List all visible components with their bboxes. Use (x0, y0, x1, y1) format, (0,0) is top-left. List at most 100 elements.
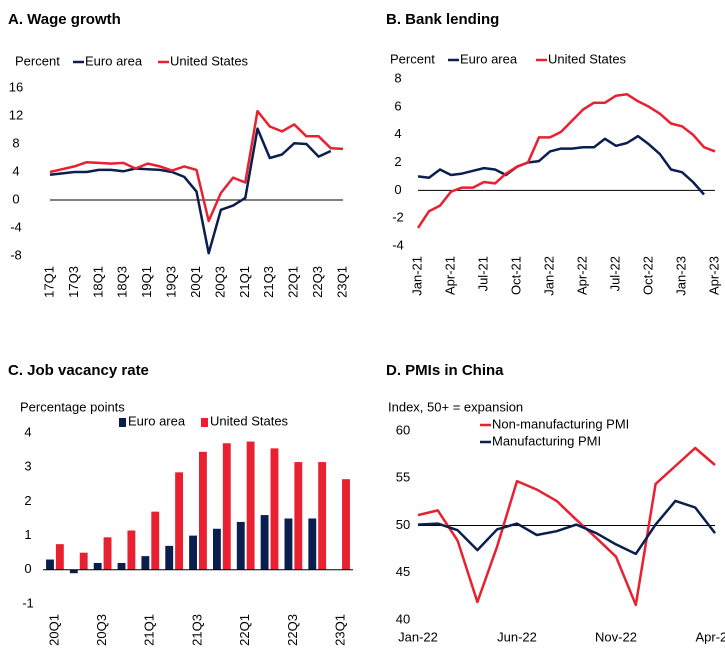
x-tick-label: 21Q1 (237, 266, 252, 298)
x-tick-label: Apr-23 (706, 256, 721, 295)
y-tick-label: 16 (9, 79, 23, 94)
legend-label: Manufacturing PMI (492, 433, 601, 448)
y-tick-label: 40 (396, 611, 410, 626)
axis-label: Percent (390, 51, 435, 66)
bar (127, 530, 136, 570)
y-tick-label: 45 (396, 564, 410, 579)
legend-label: Non-manufacturing PMI (492, 416, 629, 431)
x-tick-label: 22Q1 (286, 266, 301, 298)
x-tick-label: 22Q3 (285, 614, 300, 646)
y-tick-label: 0 (24, 561, 31, 576)
bar (236, 521, 245, 570)
x-tick-label: 20Q1 (46, 614, 61, 646)
x-tick-label: 21Q3 (261, 266, 276, 298)
bar (284, 518, 293, 570)
bar (117, 562, 126, 570)
legend-label: Euro area (460, 51, 518, 66)
y-tick-label: 6 (394, 98, 401, 113)
y-tick-label: -2 (392, 210, 404, 225)
x-tick-label: 18Q3 (115, 266, 130, 298)
y-tick-label: 4 (12, 163, 19, 178)
panel-title: B. Bank lending (386, 11, 499, 28)
x-tick-label: 18Q1 (90, 266, 105, 298)
panel-title: D. PMIs in China (386, 362, 504, 379)
axis-label: Percent (15, 53, 60, 68)
legend-label: United States (210, 413, 289, 428)
bar (93, 562, 102, 570)
x-tick-label: 17Q1 (41, 266, 56, 298)
legend-label: Euro area (128, 413, 186, 428)
bar (212, 528, 221, 570)
bar (308, 518, 317, 570)
legend-swatch (201, 418, 208, 427)
x-tick-label: Jul-22 (607, 256, 622, 291)
y-tick-label: 0 (12, 191, 19, 206)
bar (141, 556, 150, 570)
legend-swatch (119, 418, 126, 427)
series-line (416, 93, 716, 229)
y-tick-label: -4 (10, 219, 22, 234)
x-tick-label: Nov-22 (595, 629, 637, 644)
bar (103, 537, 112, 570)
y-tick-label: 12 (9, 107, 23, 122)
bar (79, 552, 88, 570)
x-tick-label: 22Q1 (237, 614, 252, 646)
x-tick-label: Apr-23 (695, 629, 725, 644)
y-tick-label: 55 (396, 470, 410, 485)
bar (260, 515, 269, 570)
bar (55, 544, 64, 570)
axis-label: Percentage points (20, 399, 125, 414)
bar (199, 451, 207, 570)
panel-title: C. Job vacancy rate (8, 362, 149, 379)
bar (69, 569, 78, 574)
axis-label: Index, 50+ = expansion (388, 399, 523, 414)
x-tick-label: Jan-22 (398, 629, 438, 644)
y-tick-label: 4 (24, 424, 31, 439)
series-line (417, 499, 716, 556)
x-tick-label: 23Q1 (333, 614, 348, 646)
legend-label: Euro area (85, 53, 143, 68)
x-tick-label: 20Q1 (188, 266, 203, 298)
y-tick-label: -1 (22, 595, 34, 610)
x-tick-label: 21Q3 (189, 614, 204, 646)
bar (189, 535, 197, 570)
bar (165, 545, 174, 570)
x-tick-label: 20Q3 (94, 614, 109, 646)
x-tick-label: 21Q1 (142, 614, 157, 646)
x-tick-label: Jan-23 (673, 256, 688, 296)
x-tick-label: 23Q1 (334, 266, 349, 298)
bar (175, 472, 184, 570)
series-line (49, 127, 332, 255)
x-tick-label: Jul-21 (475, 256, 490, 291)
x-tick-label: Jun-22 (497, 629, 537, 644)
y-tick-label: 0 (394, 182, 401, 197)
x-tick-label: Apr-22 (574, 256, 589, 295)
y-tick-label: 8 (12, 135, 19, 150)
y-tick-label: 60 (396, 422, 410, 437)
y-tick-label: -4 (392, 237, 404, 252)
panel-title: A. Wage growth (8, 11, 121, 28)
y-tick-label: 8 (394, 70, 401, 85)
bar (318, 462, 327, 570)
x-tick-label: Jan-21 (409, 256, 424, 296)
y-tick-label: -8 (10, 247, 22, 262)
y-tick-label: 4 (394, 126, 401, 141)
x-tick-label: 19Q3 (164, 266, 179, 298)
x-tick-label: 19Q1 (139, 266, 154, 298)
bar (151, 511, 160, 570)
y-tick-label: 50 (396, 517, 410, 532)
legend-label: United States (548, 51, 627, 66)
y-tick-label: 3 (24, 459, 31, 474)
x-tick-label: 22Q3 (310, 266, 325, 298)
series-line (417, 446, 716, 607)
x-tick-label: Oct-21 (508, 256, 523, 295)
x-tick-label: Oct-22 (640, 256, 655, 295)
bar (342, 479, 350, 570)
bar (294, 462, 303, 570)
x-tick-label: 17Q3 (66, 266, 81, 298)
legend-label: United States (170, 53, 249, 68)
bar (270, 448, 279, 570)
x-tick-label: Apr-21 (442, 256, 457, 295)
bar (46, 559, 54, 570)
